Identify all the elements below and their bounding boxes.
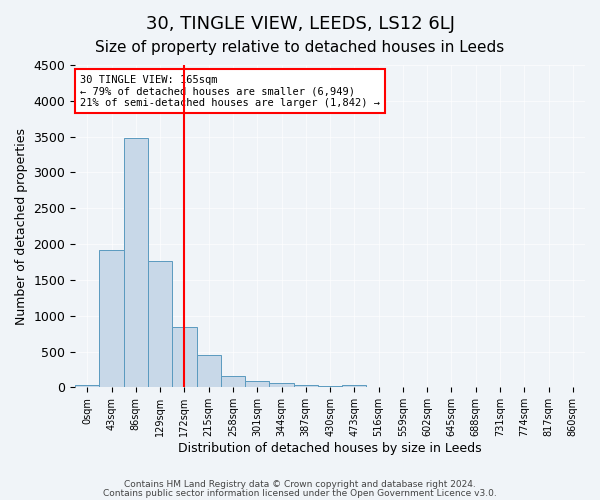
Bar xyxy=(148,262,172,388)
Bar xyxy=(342,385,367,388)
Bar xyxy=(197,355,221,388)
Bar xyxy=(75,385,100,388)
Text: Contains public sector information licensed under the Open Government Licence v3: Contains public sector information licen… xyxy=(103,488,497,498)
Bar xyxy=(293,385,318,388)
Bar xyxy=(100,250,124,388)
Bar xyxy=(269,384,293,388)
Y-axis label: Number of detached properties: Number of detached properties xyxy=(15,128,28,324)
Bar xyxy=(124,138,148,388)
Text: Size of property relative to detached houses in Leeds: Size of property relative to detached ho… xyxy=(95,40,505,55)
X-axis label: Distribution of detached houses by size in Leeds: Distribution of detached houses by size … xyxy=(178,442,482,455)
Text: 30, TINGLE VIEW, LEEDS, LS12 6LJ: 30, TINGLE VIEW, LEEDS, LS12 6LJ xyxy=(146,15,455,33)
Text: Contains HM Land Registry data © Crown copyright and database right 2024.: Contains HM Land Registry data © Crown c… xyxy=(124,480,476,489)
Bar xyxy=(172,327,197,388)
Bar xyxy=(245,381,269,388)
Text: 30 TINGLE VIEW: 165sqm
← 79% of detached houses are smaller (6,949)
21% of semi-: 30 TINGLE VIEW: 165sqm ← 79% of detached… xyxy=(80,74,380,108)
Bar xyxy=(221,376,245,388)
Bar xyxy=(318,386,342,388)
